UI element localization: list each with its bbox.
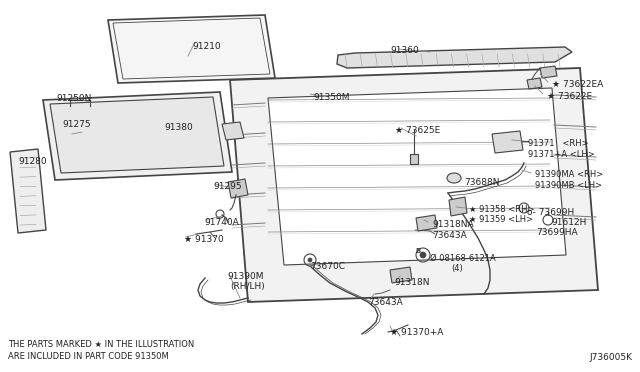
Polygon shape: [222, 122, 244, 140]
Text: 91371   <RH>: 91371 <RH>: [528, 139, 589, 148]
Text: 91318N: 91318N: [394, 278, 429, 287]
Polygon shape: [416, 215, 437, 231]
Polygon shape: [230, 68, 598, 302]
Text: 91612H: 91612H: [551, 218, 586, 227]
Text: 91740A: 91740A: [204, 218, 239, 227]
Text: ★ 91370: ★ 91370: [184, 235, 224, 244]
Text: 73670C: 73670C: [310, 262, 345, 271]
Text: ARE INCLUDED IN PART CODE 91350M: ARE INCLUDED IN PART CODE 91350M: [8, 352, 169, 361]
Text: 91360: 91360: [390, 46, 419, 55]
Circle shape: [420, 252, 426, 258]
Polygon shape: [50, 97, 224, 173]
Text: Ø 08168-6121A: Ø 08168-6121A: [430, 254, 496, 263]
Polygon shape: [449, 197, 467, 216]
Text: 73688N: 73688N: [464, 178, 499, 187]
Polygon shape: [390, 267, 412, 283]
Text: 91390MA <RH>: 91390MA <RH>: [535, 170, 604, 179]
Text: ★ 73622EA: ★ 73622EA: [552, 80, 604, 89]
Text: 73643A: 73643A: [368, 298, 403, 307]
Text: 73643A: 73643A: [432, 231, 467, 240]
Text: o- 73699H: o- 73699H: [527, 208, 574, 217]
Text: (RH/LH): (RH/LH): [230, 282, 265, 291]
Polygon shape: [540, 66, 557, 78]
Text: ★ 91370+A: ★ 91370+A: [390, 328, 444, 337]
Polygon shape: [10, 149, 46, 233]
Polygon shape: [492, 131, 523, 153]
Text: 91280: 91280: [18, 157, 47, 166]
Circle shape: [308, 258, 312, 262]
Polygon shape: [527, 78, 542, 89]
Polygon shape: [43, 92, 232, 180]
Ellipse shape: [447, 173, 461, 183]
Text: 91210: 91210: [192, 42, 221, 51]
Text: 91390M: 91390M: [227, 272, 264, 281]
Text: 91371+A <LH>: 91371+A <LH>: [528, 150, 595, 159]
Text: ★ 73625E: ★ 73625E: [395, 126, 440, 135]
Text: ★ 91358 <RH>: ★ 91358 <RH>: [469, 205, 534, 214]
Text: 91250N: 91250N: [56, 94, 92, 103]
Text: B: B: [415, 248, 420, 254]
Text: 73699HA: 73699HA: [536, 228, 578, 237]
Polygon shape: [337, 47, 572, 68]
Polygon shape: [228, 179, 248, 198]
Text: ★ 91359 <LH>: ★ 91359 <LH>: [469, 215, 533, 224]
Text: ★ 73622E: ★ 73622E: [547, 92, 592, 101]
Polygon shape: [108, 15, 275, 83]
Bar: [410, 154, 418, 164]
Text: J736005K: J736005K: [589, 353, 632, 362]
Text: (4): (4): [451, 264, 463, 273]
Text: 91318NA: 91318NA: [432, 220, 474, 229]
Text: 91295: 91295: [213, 182, 242, 191]
Text: 91275: 91275: [62, 120, 91, 129]
Polygon shape: [268, 88, 566, 265]
Text: 91390MB <LH>: 91390MB <LH>: [535, 181, 602, 190]
Text: THE PARTS MARKED ★ IN THE ILLUSTRATION: THE PARTS MARKED ★ IN THE ILLUSTRATION: [8, 340, 195, 349]
Text: 91350M: 91350M: [313, 93, 349, 102]
Text: 91380: 91380: [164, 123, 193, 132]
